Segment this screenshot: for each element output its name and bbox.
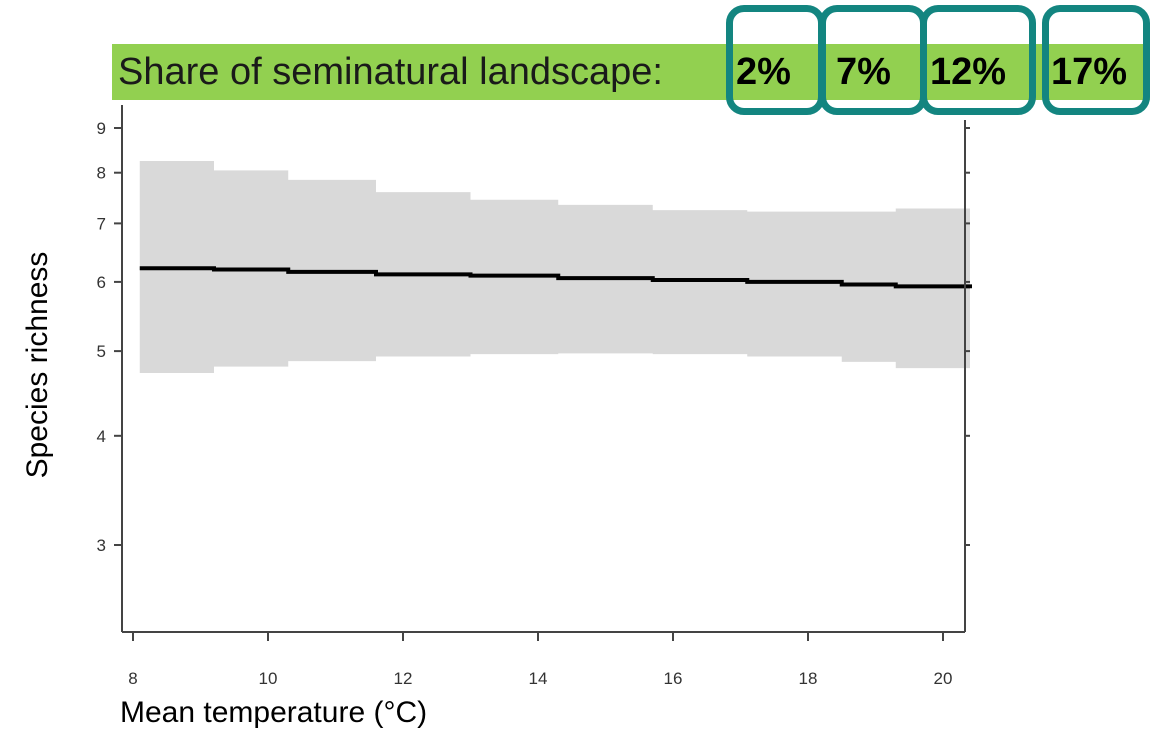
x-tick-label: 14 — [529, 669, 548, 688]
x-tick-label: 10 — [259, 669, 278, 688]
x-axis-label: Mean temperature (°C) — [120, 696, 428, 729]
legend-banner — [112, 44, 1150, 100]
legend-prefix: Share of seminatural landscape: — [118, 51, 663, 93]
y-tick-label: 9 — [97, 119, 106, 138]
confidence-band — [139, 161, 970, 373]
y-tick-label: 6 — [97, 273, 106, 292]
y-tick-label: 4 — [97, 427, 106, 446]
fit-line-layer — [139, 266, 972, 289]
y-tick-label: 5 — [97, 342, 106, 361]
option-17pct[interactable]: 17% — [1051, 51, 1128, 93]
x-tick-label: 16 — [664, 669, 683, 688]
selection-ring-12pct — [920, 5, 1036, 115]
y-tick-label: 3 — [97, 536, 106, 555]
option-7pct[interactable]: 7% — [836, 51, 891, 93]
option-2pct[interactable]: 2% — [736, 51, 791, 93]
confidence-band-layer — [139, 161, 970, 373]
x-tick-label: 8 — [128, 669, 137, 688]
y-axis-label: Species richness — [21, 251, 54, 479]
x-tick-label: 18 — [799, 669, 818, 688]
x-tick-label: 20 — [934, 669, 953, 688]
x-tick-label: 12 — [394, 669, 413, 688]
option-12pct[interactable]: 12% — [930, 51, 1007, 93]
y-tick-label: 7 — [97, 214, 106, 233]
y-tick-label: 8 — [97, 164, 106, 183]
selection-ring-2pct — [726, 5, 825, 115]
selection-ring-17pct — [1042, 5, 1150, 115]
fit-line — [139, 266, 972, 289]
axes-layer: 3 4 5 6 7 8 9 8 10 12 14 16 18 20 — [97, 105, 970, 688]
selection-ring-7pct — [819, 5, 927, 115]
